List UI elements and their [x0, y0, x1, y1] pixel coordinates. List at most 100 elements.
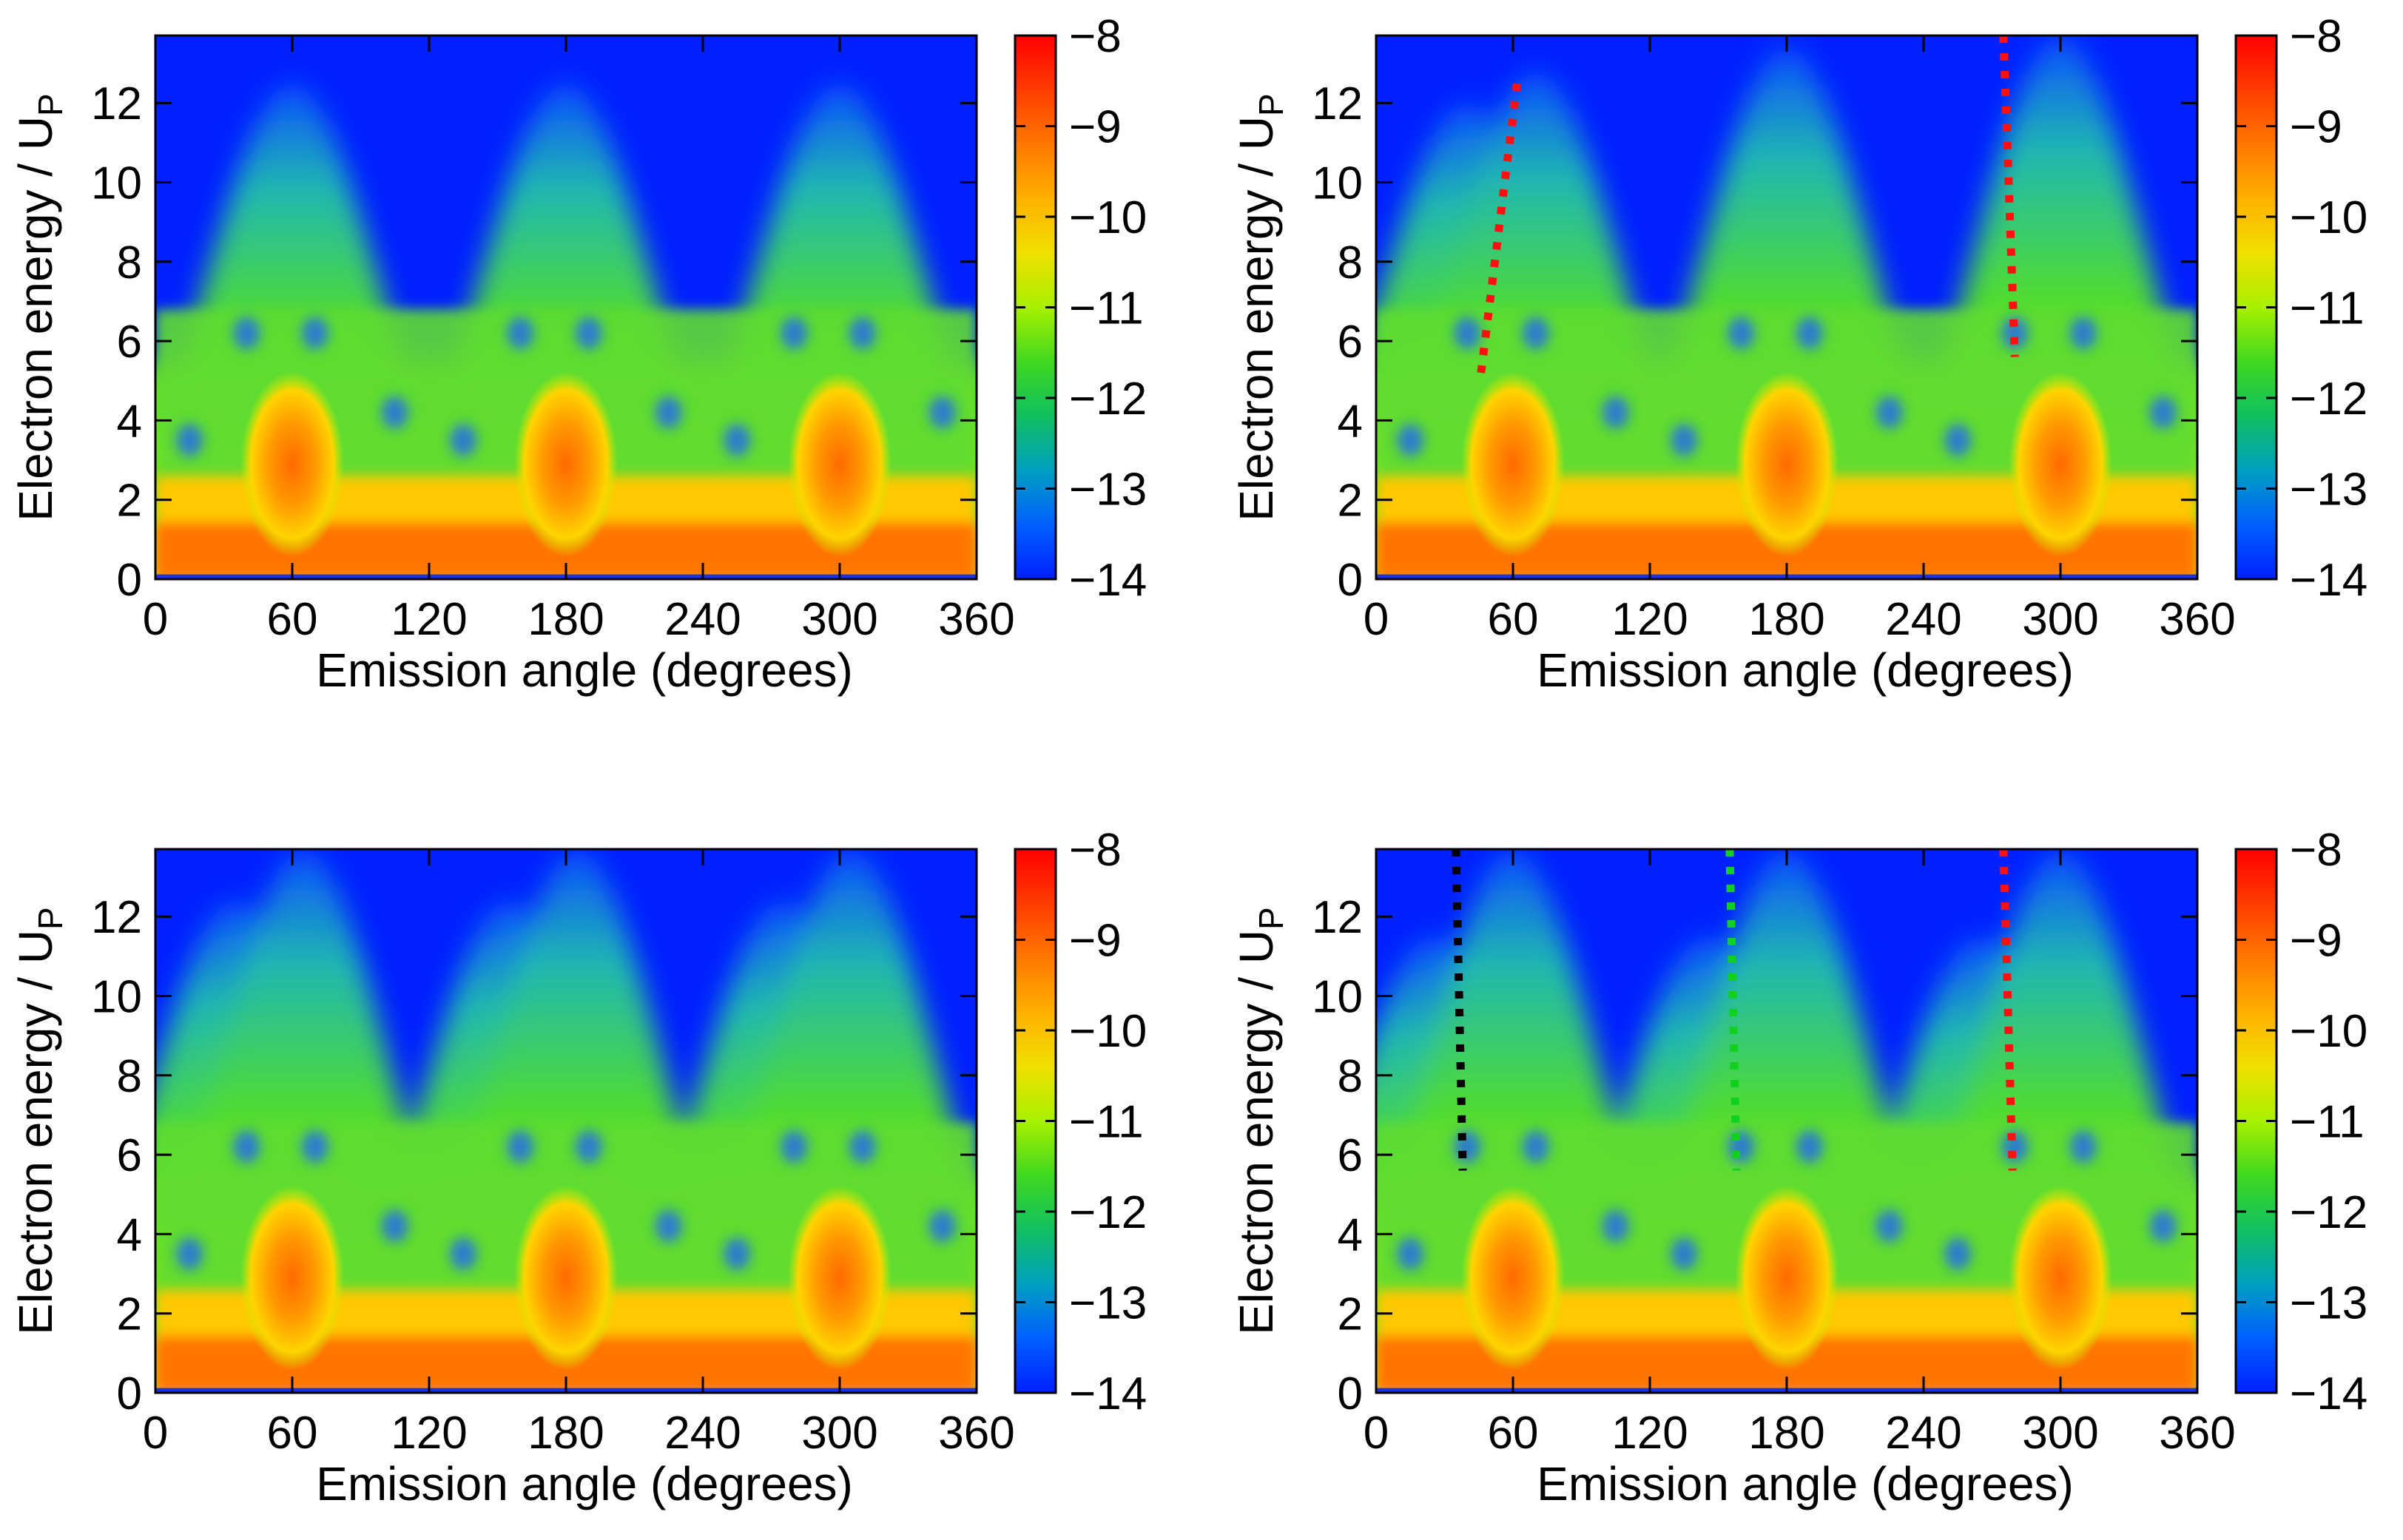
x-tick-label: 360	[938, 1408, 1014, 1459]
interference-spots	[176, 317, 956, 457]
y-tick-label: 6	[1338, 317, 1363, 368]
y-tick-label: 12	[91, 892, 142, 943]
spot	[1944, 424, 1972, 457]
colorbar-label: −10	[2290, 1006, 2367, 1057]
spot	[2149, 396, 2177, 429]
colorbar-label: −12	[2290, 374, 2367, 425]
x-tick-label: 180	[528, 1408, 604, 1459]
spot	[928, 396, 956, 429]
spot	[1397, 424, 1424, 457]
x-tick-label: 60	[267, 594, 318, 645]
x-tick-label: 0	[143, 1408, 168, 1459]
x-tick-label: 240	[664, 594, 741, 645]
spot	[1522, 317, 1549, 350]
x-tick-label: 120	[391, 1408, 467, 1459]
y-tick-label: 2	[117, 476, 142, 527]
panel-bottom-right: 0 60 120 180 240 300 360 0 2 4 6 8 10 12 Emission angl…	[1230, 825, 2367, 1510]
heatmap-area	[155, 36, 977, 579]
y-tick-label: 0	[1338, 555, 1363, 606]
y-tick-label: 8	[117, 237, 142, 288]
x-tick-label: 240	[664, 1408, 741, 1459]
colorbar-label: −12	[2290, 1187, 2367, 1238]
colorbar-label: −12	[1069, 1187, 1147, 1238]
spot	[381, 1209, 408, 1243]
colorbar: −8 −9 −10 −11 −12 −13 −14	[1014, 11, 1147, 606]
spot	[1397, 1237, 1424, 1271]
x-tick-label: 120	[1611, 594, 1688, 645]
intensity-peak	[514, 371, 618, 557]
spot	[507, 1130, 534, 1164]
spot	[1728, 317, 1755, 350]
spot	[1944, 1237, 1972, 1271]
colorbar-label: −9	[2290, 916, 2342, 967]
spot	[233, 1130, 260, 1164]
x-tick-label: 360	[938, 594, 1014, 645]
spot	[2149, 1209, 2177, 1243]
y-tick-label: 8	[117, 1051, 142, 1102]
spot	[1454, 317, 1481, 350]
spot	[575, 1130, 602, 1164]
x-tick-label: 300	[2022, 1408, 2098, 1459]
colorbar: −8 −9 −10 −11 −12 −13 −14	[2234, 11, 2367, 606]
y-tick-label: 6	[117, 317, 142, 368]
x-tick-label: 240	[1885, 1408, 1961, 1459]
y-tick-label: 10	[1312, 158, 1363, 209]
spot	[1796, 317, 1823, 350]
x-tick-label: 180	[1748, 594, 1824, 645]
y-tick-label: 4	[1338, 1209, 1363, 1260]
colorbar-label: −14	[1069, 555, 1147, 606]
spot	[781, 1130, 808, 1164]
spot	[575, 317, 602, 350]
panel-top-left: 0 60 120 180 240 300 360 0 2 4 6 8 10 12 Emission angl…	[9, 11, 1147, 697]
colorbar: −8 −9 −10 −11 −12 −13 −14	[2234, 825, 2367, 1419]
intensity-peak	[240, 371, 344, 557]
spot	[1671, 424, 1698, 457]
spot	[450, 424, 477, 457]
colorbar-label: −10	[2290, 192, 2367, 243]
colorbar-label: −14	[2290, 555, 2367, 606]
y-tick-label: 4	[1338, 396, 1363, 447]
y-tick-label: 8	[1338, 1051, 1363, 1102]
panel-top-right: 0 60 120 180 240 300 360 0 2 4 6 8 10 12 Emission angl…	[1230, 11, 2367, 697]
y-tick-label: 8	[1338, 237, 1363, 288]
heatmap-area	[1376, 849, 2197, 1393]
colorbar-label: −8	[2290, 11, 2342, 62]
interference-spots	[176, 1130, 956, 1271]
colorbar-label: −13	[2290, 465, 2367, 516]
colorbar-label: −13	[2290, 1278, 2367, 1329]
trajectory-line	[1725, 849, 1741, 1171]
x-tick-label: 180	[528, 594, 604, 645]
y-tick-label: 2	[1338, 476, 1363, 527]
spot	[1796, 1130, 1823, 1164]
x-axis-title: Emission angle (degrees)	[316, 1457, 853, 1510]
colorbar-label: −10	[1069, 192, 1147, 243]
trajectory-line	[1452, 849, 1467, 1171]
y-tick-label: 12	[1312, 892, 1363, 943]
spot	[849, 1130, 876, 1164]
intensity-peak	[1735, 371, 1839, 557]
spot	[450, 1237, 477, 1271]
spot	[381, 396, 408, 429]
y-tick-label: 10	[91, 972, 142, 1023]
x-axis-title: Emission angle (degrees)	[1537, 644, 2074, 697]
colorbar-label: −10	[1069, 1006, 1147, 1057]
colorbar-label: −11	[2290, 283, 2365, 334]
colorbar-label: −8	[1069, 825, 1122, 876]
x-tick-label: 300	[2022, 594, 2098, 645]
intensity-peak	[2009, 371, 2112, 557]
spot	[655, 396, 682, 429]
spot	[849, 317, 876, 350]
x-tick-label: 60	[267, 1408, 318, 1459]
colorbar-label: −14	[2290, 1368, 2367, 1419]
colorbar: −8 −9 −10 −11 −12 −13 −14	[1014, 825, 1147, 1419]
spot	[507, 317, 534, 350]
spot	[1875, 1209, 1903, 1243]
spot	[2069, 317, 2097, 350]
spot	[2069, 1130, 2097, 1164]
spot	[781, 317, 808, 350]
intensity-peak	[2009, 1185, 2112, 1371]
colorbar-label: −13	[1069, 1278, 1147, 1329]
colorbar-label: −11	[1069, 1097, 1144, 1148]
x-axis-title: Emission angle (degrees)	[316, 644, 853, 697]
